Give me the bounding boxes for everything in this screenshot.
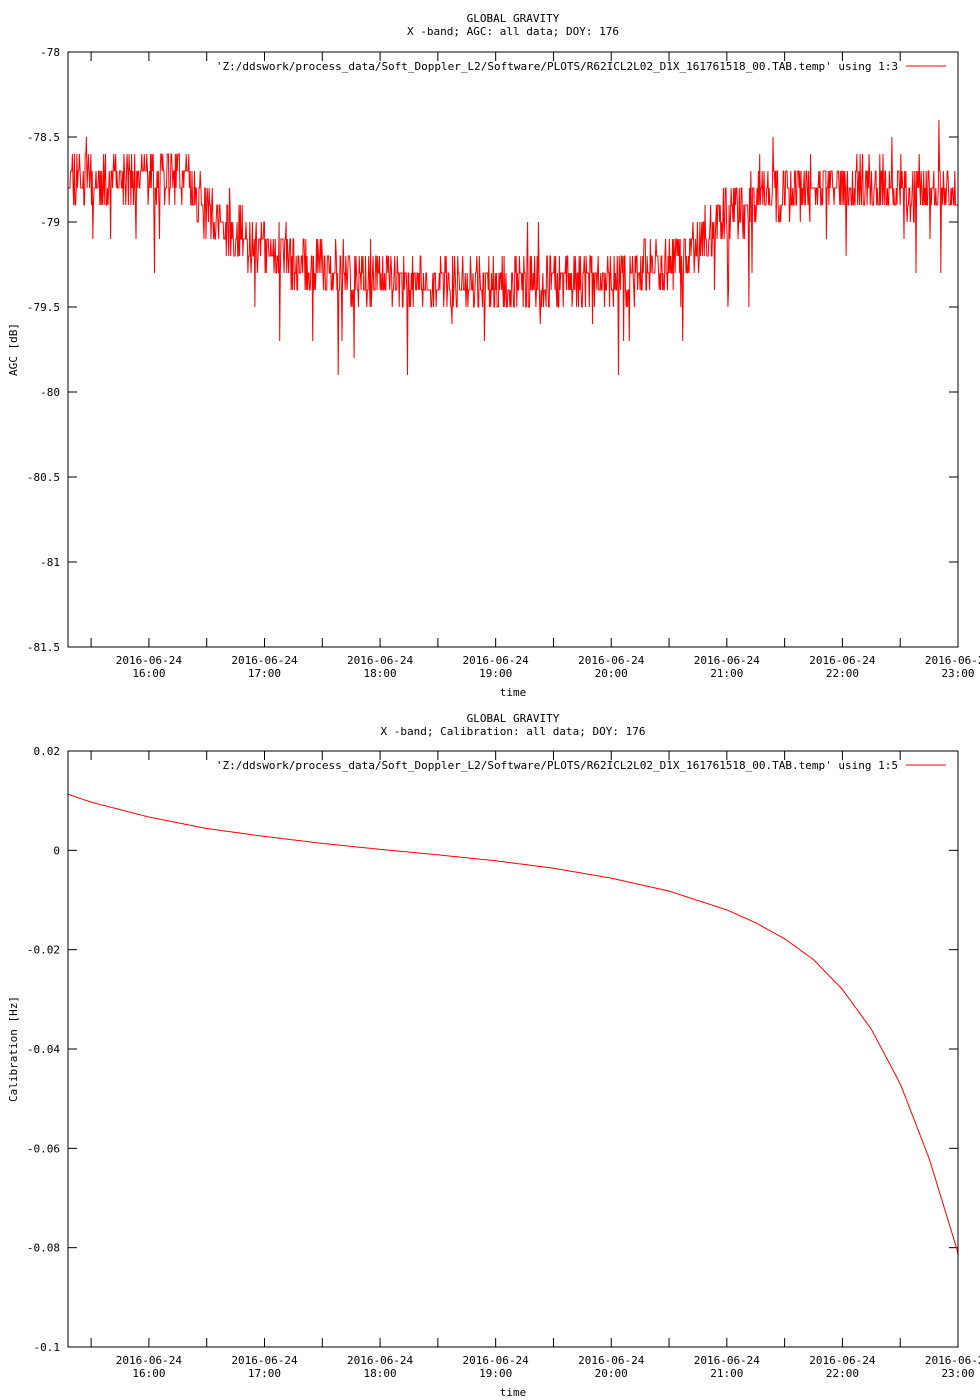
agc-x-tick-time: 21:00 [710,667,743,680]
agc-legend-label: 'Z:/ddswork/process_data/Soft_Doppler_L2… [216,60,898,73]
agc-x-tick-time: 20:00 [595,667,628,680]
calibration-x-axis-label: time [500,1386,527,1399]
calibration-x-tick-date: 2016-06-24 [578,1354,645,1367]
agc-x-tick-date: 2016-06-24 [925,654,980,667]
calibration-x-tick-date: 2016-06-24 [694,1354,761,1367]
agc-x-tick-date: 2016-06-24 [578,654,645,667]
calibration-y-tick-label: -0.02 [27,944,60,957]
agc-x-tick-time: 23:00 [941,667,974,680]
agc-y-tick-label: -78 [40,46,60,59]
calibration-y-tick-label: 0 [53,844,60,857]
agc-x-tick-date: 2016-06-24 [809,654,876,667]
agc-x-tick-date: 2016-06-24 [231,654,298,667]
agc-y-tick-label: -80 [40,386,60,399]
calibration-y-tick-label: 0.02 [34,745,61,758]
calibration-x-tick-time: 17:00 [248,1367,281,1380]
calibration-x-tick-time: 23:00 [941,1367,974,1380]
calibration-x-tick-date: 2016-06-24 [347,1354,414,1367]
calibration-y-tick-label: -0.06 [27,1142,60,1155]
agc-x-axis-label: time [500,686,527,699]
agc-y-tick-label: -78.5 [27,131,60,144]
calibration-x-tick-date: 2016-06-24 [809,1354,876,1367]
calibration-x-tick-date: 2016-06-24 [463,1354,530,1367]
calibration-plot-frame [67,750,959,1348]
agc-x-tick-date: 2016-06-24 [694,654,761,667]
calibration-y-tick-label: -0.04 [27,1043,60,1056]
calibration-x-tick-date: 2016-06-24 [116,1354,183,1367]
calibration-chart-title: GLOBAL GRAVITY [467,712,560,725]
calibration-y-tick-label: -0.1 [34,1341,61,1354]
agc-x-tick-date: 2016-06-24 [463,654,530,667]
calibration-x-tick-date: 2016-06-24 [231,1354,298,1367]
agc-y-axis-label: AGC [dB] [7,323,20,376]
calibration-x-tick-time: 18:00 [364,1367,397,1380]
agc-chart-title: GLOBAL GRAVITY [467,12,560,25]
agc-x-tick-time: 22:00 [826,667,859,680]
calibration-x-tick-date: 2016-06-24 [925,1354,980,1367]
calibration-x-tick-time: 16:00 [132,1367,165,1380]
agc-x-tick-time: 17:00 [248,667,281,680]
calibration-series-line [68,793,958,1259]
agc-x-tick-date: 2016-06-24 [116,654,183,667]
agc-y-tick-label: -79.5 [27,301,60,314]
calibration-legend-label: 'Z:/ddswork/process_data/Soft_Doppler_L2… [216,759,898,772]
agc-plot-frame [67,51,959,648]
agc-chart-subtitle: X -band; AGC: all data; DOY: 176 [407,25,619,38]
agc-y-tick-label: -80.5 [27,471,60,484]
agc-x-tick-time: 16:00 [132,667,165,680]
agc-series-line [68,119,958,376]
agc-y-tick-label: -81 [40,556,60,569]
agc-y-tick-label: -79 [40,216,60,229]
calibration-y-axis-label: Calibration [Hz] [7,996,20,1102]
calibration-x-tick-time: 20:00 [595,1367,628,1380]
calibration-x-tick-time: 19:00 [479,1367,512,1380]
agc-x-tick-time: 19:00 [479,667,512,680]
agc-x-tick-time: 18:00 [364,667,397,680]
calibration-x-tick-time: 22:00 [826,1367,859,1380]
agc-x-tick-date: 2016-06-24 [347,654,414,667]
agc-y-tick-label: -81.5 [27,641,60,654]
calibration-chart-subtitle: X -band; Calibration: all data; DOY: 176 [381,725,646,738]
calibration-x-tick-time: 21:00 [710,1367,743,1380]
calibration-y-tick-label: -0.08 [27,1242,60,1255]
